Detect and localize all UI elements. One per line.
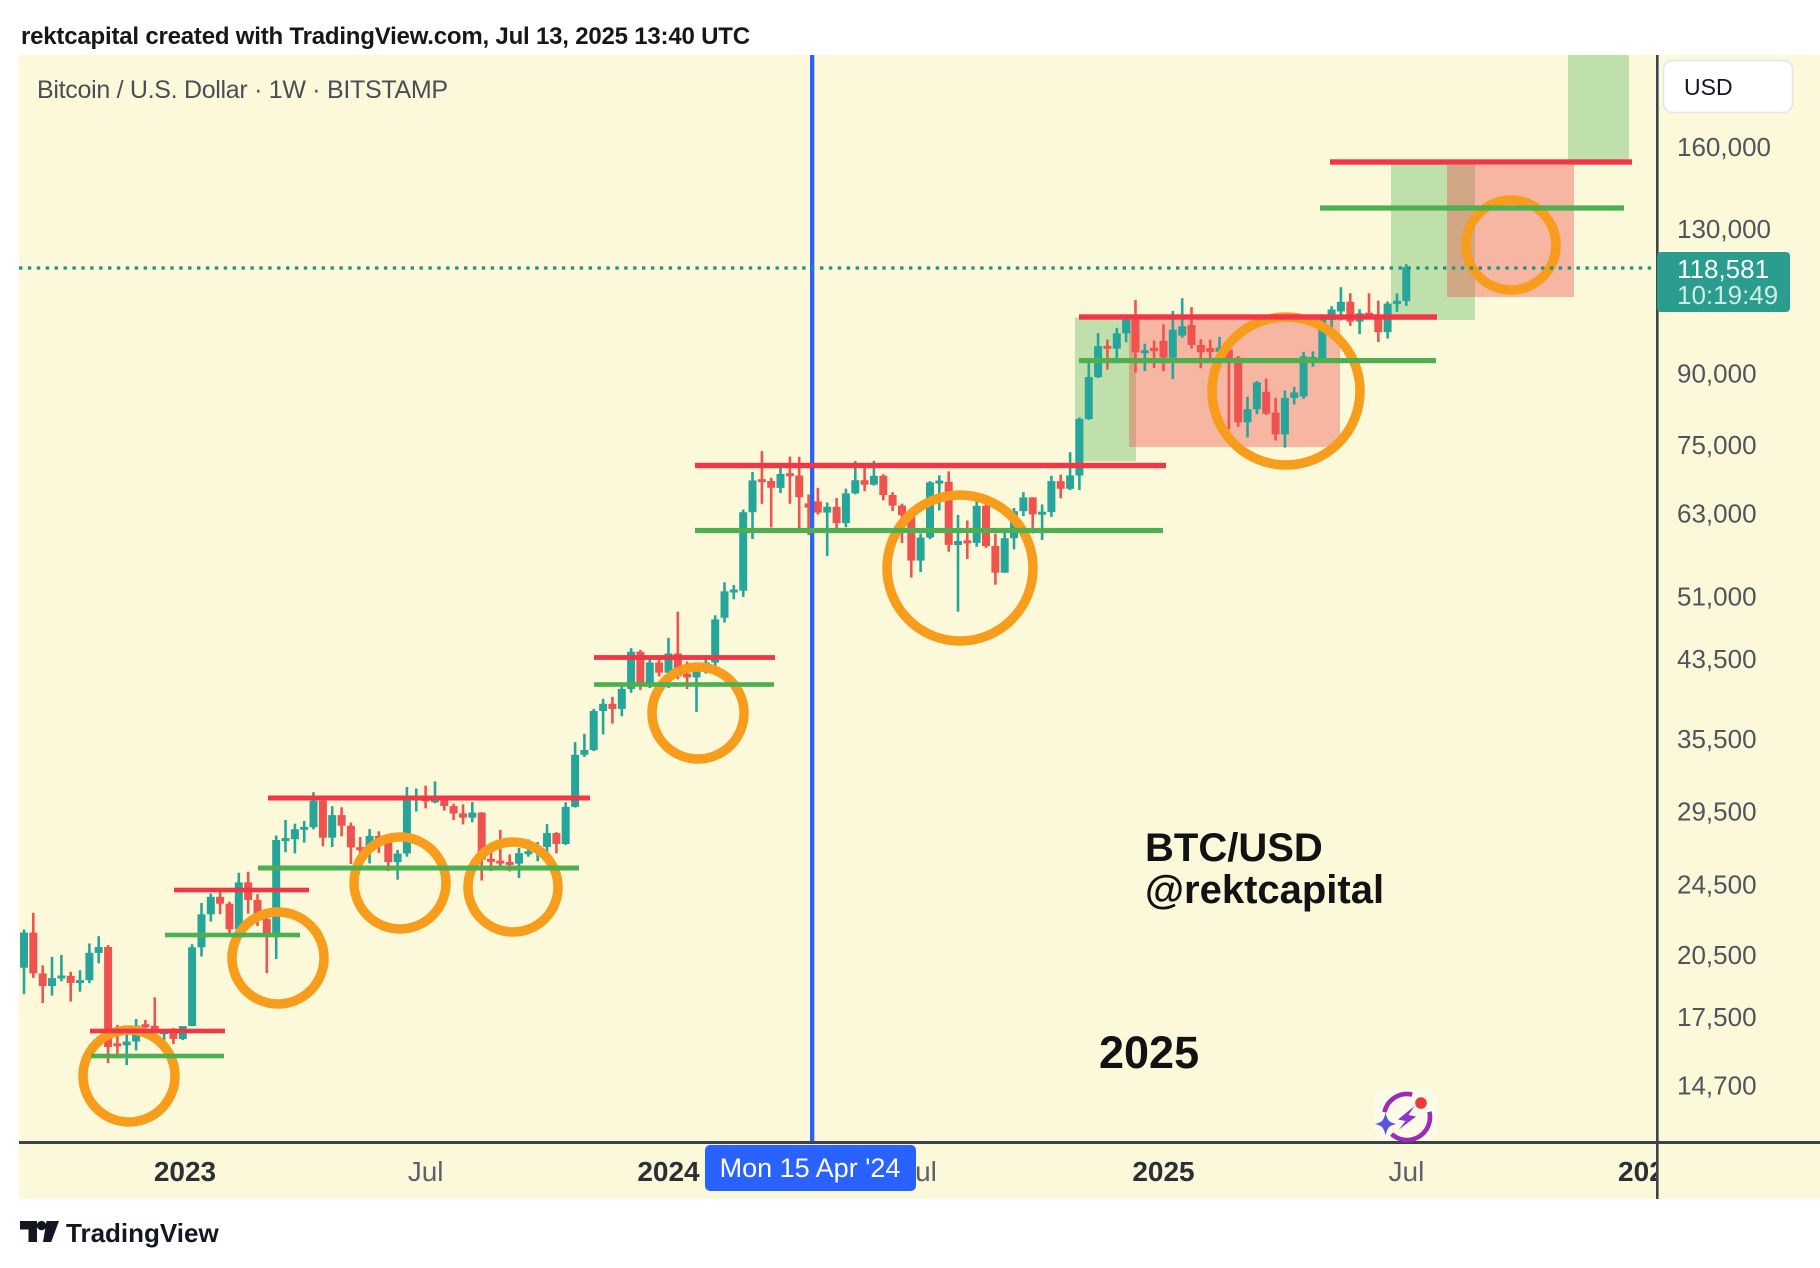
svg-text:24,500: 24,500 (1677, 870, 1757, 900)
svg-text:17,500: 17,500 (1677, 1002, 1757, 1032)
svg-text:@rektcapital: @rektcapital (1145, 868, 1384, 912)
svg-text:Bitcoin / U.S. Dollar · 1W · B: Bitcoin / U.S. Dollar · 1W · BITSTAMP (37, 76, 448, 104)
svg-text:Mon 15 Apr '24: Mon 15 Apr '24 (720, 1153, 901, 1183)
svg-text:35,500: 35,500 (1677, 724, 1757, 754)
svg-text:118,581: 118,581 (1677, 254, 1769, 284)
svg-text:rektcapital created with Tradi: rektcapital created with TradingView.com… (21, 23, 750, 50)
svg-text:TradingView: TradingView (66, 1218, 219, 1248)
svg-text:BTC/USD: BTC/USD (1145, 826, 1323, 870)
svg-text:2026: 2026 (1618, 1156, 1680, 1187)
svg-text:51,000: 51,000 (1677, 582, 1757, 612)
svg-text:63,000: 63,000 (1677, 499, 1757, 529)
svg-text:2023: 2023 (154, 1156, 216, 1187)
svg-text:43,500: 43,500 (1677, 644, 1757, 674)
svg-text:2025: 2025 (1132, 1156, 1194, 1187)
svg-text:USD: USD (1684, 74, 1733, 100)
svg-text:29,500: 29,500 (1677, 797, 1757, 827)
svg-text:2024: 2024 (637, 1156, 700, 1187)
svg-text:Jul: Jul (408, 1156, 444, 1187)
svg-text:14,700: 14,700 (1677, 1071, 1757, 1101)
svg-text:Jul: Jul (1389, 1156, 1425, 1187)
svg-text:20,500: 20,500 (1677, 940, 1757, 970)
svg-text:10:19:49: 10:19:49 (1677, 280, 1778, 310)
svg-text:160,000: 160,000 (1677, 132, 1771, 162)
svg-text:2025: 2025 (1099, 1027, 1199, 1078)
svg-text:130,000: 130,000 (1677, 214, 1771, 244)
svg-text:75,000: 75,000 (1677, 430, 1757, 460)
svg-text:90,000: 90,000 (1677, 358, 1757, 388)
